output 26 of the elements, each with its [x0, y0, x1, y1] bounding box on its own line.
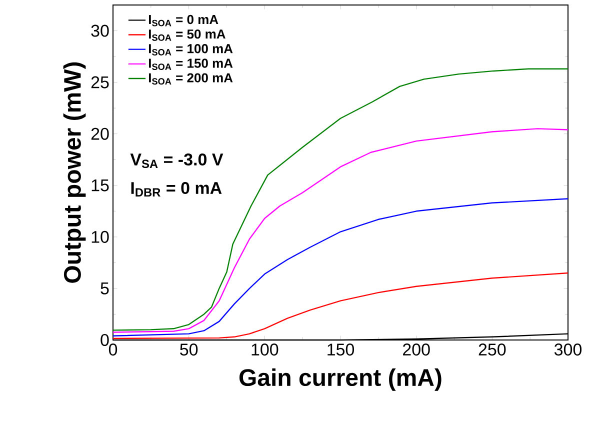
x-tick-label: 150 — [328, 344, 354, 356]
x-tick-label: 200 — [403, 344, 430, 356]
legend-label: I$_{SOA}$ = 150 mA — [148, 58, 233, 70]
text: V$_{SA}$ = -3.0 V — [130, 153, 224, 168]
x-tick-label: 250 — [478, 344, 506, 356]
legend-label: I$_{SOA}$ = 200 mA — [148, 73, 233, 85]
x-tick-label: 50 — [180, 344, 198, 356]
legend-label: I$_{SOA}$ = 50 mA — [148, 29, 226, 41]
y-tick-label: 20 — [91, 128, 109, 140]
x-tick-label: 0 — [108, 344, 118, 356]
y-tick-label: 0 — [100, 334, 109, 346]
y-tick-label: 10 — [92, 230, 109, 243]
line-series — [112, 198, 569, 336]
x-axis-title: Gain current (mA) — [239, 368, 442, 391]
y-tick-label: 5 — [100, 282, 109, 294]
legend-label: I$_{SOA}$ = 100 mA — [148, 44, 233, 56]
x-tick-label: 300 — [554, 344, 582, 356]
y-tick-label: 15 — [92, 179, 109, 192]
text: I$_{DBR}$ = 0 mA — [131, 182, 222, 196]
legend-label: I$_{SOA}$ = 0 mA — [148, 14, 218, 26]
line-series — [112, 128, 569, 333]
y-axis-title: Output power (mW) — [63, 62, 86, 283]
y-tick-label: 25 — [91, 76, 109, 88]
x-tick-label: 100 — [252, 344, 278, 356]
line-series — [112, 68, 569, 331]
y-tick-label: 30 — [91, 24, 109, 37]
